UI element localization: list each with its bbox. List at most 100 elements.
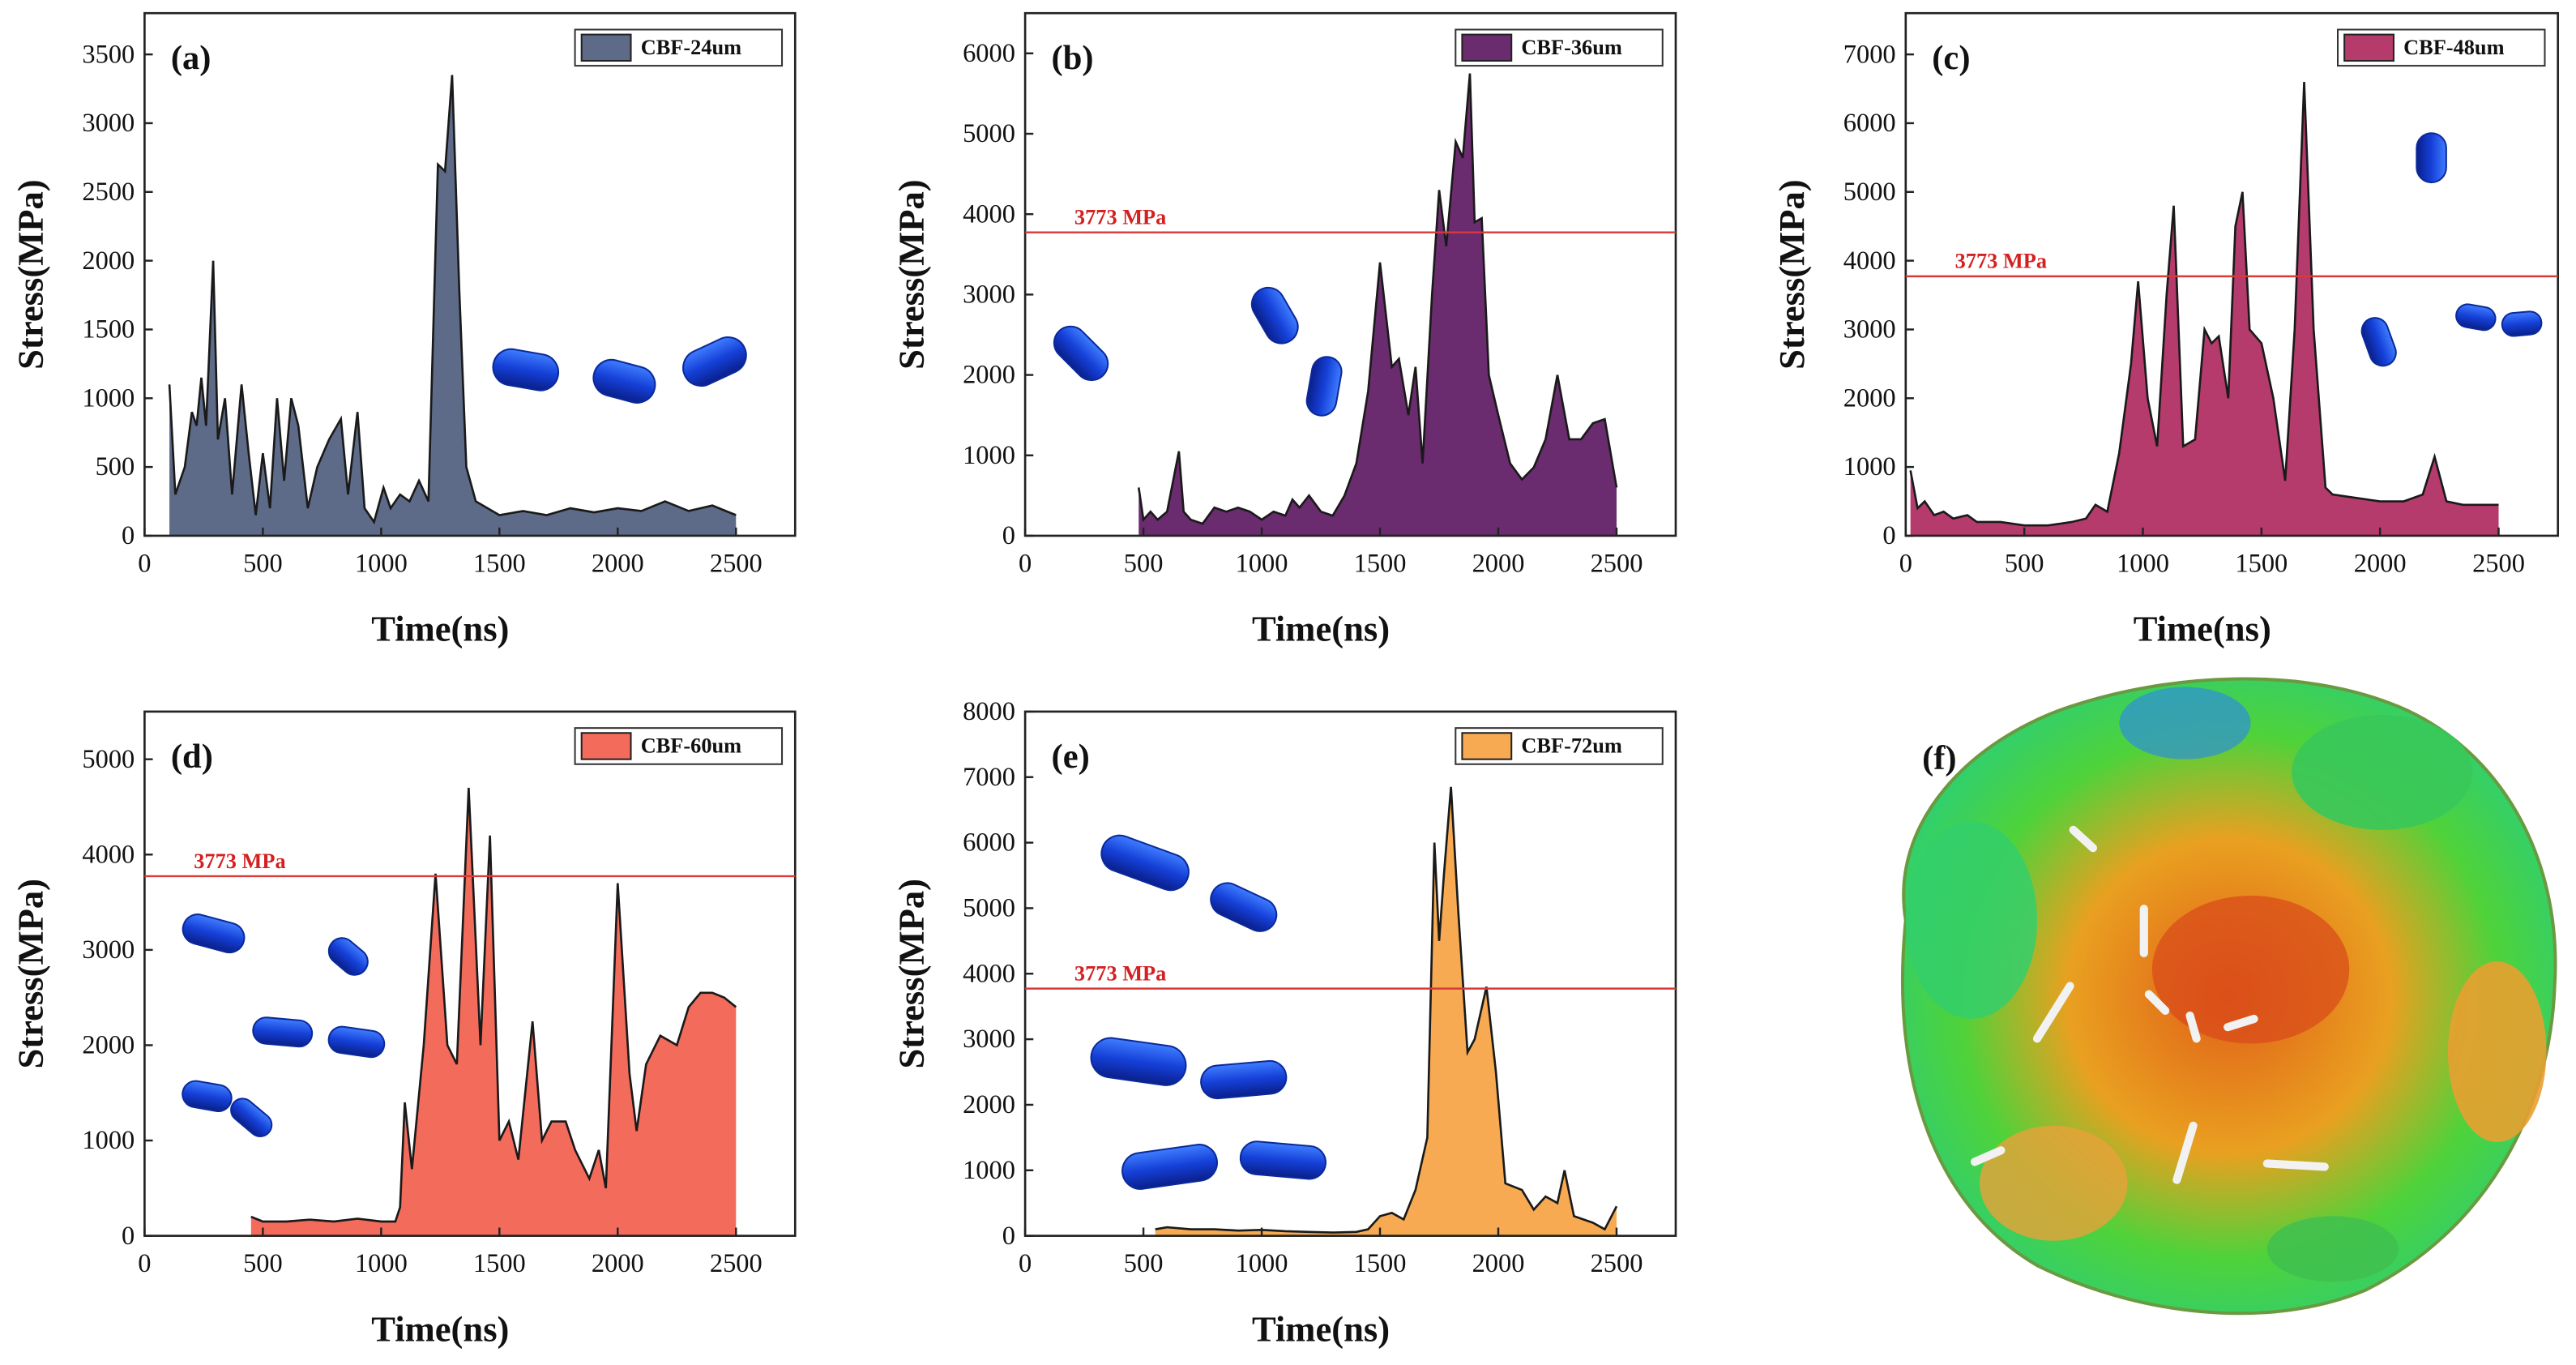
y-axis-label: Stress(MPa) bbox=[1771, 179, 1812, 369]
panel-label: (b) bbox=[1052, 39, 1094, 77]
x-tick-label: 500 bbox=[2005, 550, 2044, 579]
x-tick-label: 2000 bbox=[2354, 550, 2407, 579]
legend-swatch bbox=[1461, 33, 1513, 62]
x-tick-label: 500 bbox=[243, 1249, 283, 1278]
x-tick-label: 500 bbox=[243, 550, 283, 579]
legend-swatch bbox=[2343, 33, 2394, 62]
y-axis-label: Stress(MPa) bbox=[891, 179, 931, 369]
legend-swatch bbox=[580, 33, 632, 62]
fiber bbox=[230, 1098, 273, 1137]
y-tick-label: 6000 bbox=[963, 39, 1015, 68]
y-tick-label: 2000 bbox=[82, 246, 135, 276]
x-axis-label: Time(ns) bbox=[1252, 609, 1390, 649]
fiber bbox=[592, 358, 656, 404]
fiber bbox=[182, 914, 246, 954]
x-tick-label: 0 bbox=[1019, 1249, 1032, 1278]
x-tick-label: 1500 bbox=[473, 1249, 526, 1278]
y-tick-label: 0 bbox=[122, 1222, 135, 1251]
legend-label: CBF-24um bbox=[641, 36, 741, 59]
y-tick-label: 1000 bbox=[82, 383, 135, 413]
axes-frame bbox=[1904, 11, 2560, 537]
y-tick-label: 6000 bbox=[963, 828, 1015, 858]
x-tick-label: 1000 bbox=[355, 550, 408, 579]
x-tick-label: 2000 bbox=[592, 1249, 644, 1278]
legend-label: CBF-60um bbox=[641, 734, 741, 758]
y-tick-label: 0 bbox=[122, 521, 135, 550]
y-tick-label: 5000 bbox=[963, 119, 1015, 148]
y-tick-label: 6000 bbox=[1843, 109, 1896, 138]
y-tick-label: 0 bbox=[1002, 521, 1015, 550]
x-axis-label: Time(ns) bbox=[2134, 609, 2271, 649]
y-tick-label: 0 bbox=[1002, 1222, 1015, 1251]
panel-label: (f) bbox=[1922, 739, 1957, 777]
x-tick-label: 0 bbox=[138, 550, 151, 579]
y-tick-label: 2000 bbox=[963, 1090, 1015, 1119]
y-tick-label: 8000 bbox=[963, 697, 1015, 726]
x-tick-label: 1000 bbox=[1236, 550, 1288, 579]
y-tick-label: 7000 bbox=[963, 763, 1015, 792]
fiber bbox=[327, 1025, 386, 1059]
x-tick-label: 2500 bbox=[710, 1249, 763, 1278]
panel-label: (e) bbox=[1052, 738, 1090, 776]
y-tick-label: 1000 bbox=[963, 441, 1015, 470]
threshold-label: 3773 MPa bbox=[194, 849, 285, 873]
line bbox=[168, 75, 737, 525]
y-tick-label: 5000 bbox=[963, 894, 1015, 923]
axes-frame bbox=[1023, 11, 1677, 537]
x-tick-label: 1500 bbox=[1354, 550, 1407, 579]
x-axis-label: Time(ns) bbox=[1252, 1308, 1390, 1349]
legend-swatch bbox=[580, 732, 632, 760]
fiber bbox=[1210, 882, 1278, 932]
line bbox=[1137, 73, 1618, 525]
fiber-insets bbox=[182, 132, 2543, 1190]
x-tick-label: 1000 bbox=[2117, 550, 2169, 579]
y-tick-label: 3000 bbox=[963, 280, 1015, 310]
x-tick-label: 2000 bbox=[1472, 1249, 1525, 1278]
line bbox=[250, 787, 737, 1223]
fiber bbox=[1239, 1140, 1327, 1180]
y-tick-label: 500 bbox=[96, 452, 135, 481]
fiber bbox=[1200, 1059, 1288, 1100]
y-tick-label: 2000 bbox=[1843, 383, 1896, 413]
threshold-label: 3773 MPa bbox=[1074, 206, 1166, 229]
y-tick-label: 3000 bbox=[1843, 315, 1896, 344]
y-tick-label: 2500 bbox=[82, 178, 135, 207]
x-tick-label: 2500 bbox=[710, 550, 763, 579]
y-tick-label: 3000 bbox=[82, 935, 135, 965]
x-tick-label: 2500 bbox=[1591, 1249, 1643, 1278]
fiber bbox=[492, 348, 560, 392]
area bbox=[169, 75, 737, 536]
fiber bbox=[1053, 325, 1109, 382]
area bbox=[1155, 786, 1617, 1236]
y-tick-label: 4000 bbox=[1843, 246, 1896, 276]
fiber bbox=[2501, 310, 2543, 337]
y-tick-label: 5000 bbox=[1843, 178, 1896, 207]
fiber bbox=[182, 1080, 233, 1113]
fiber bbox=[252, 1016, 314, 1048]
y-tick-label: 2000 bbox=[82, 1031, 135, 1060]
y-tick-label: 1000 bbox=[963, 1156, 1015, 1185]
y-tick-label: 1000 bbox=[1843, 452, 1896, 481]
x-tick-label: 2000 bbox=[1472, 550, 1525, 579]
y-tick-label: 3000 bbox=[82, 109, 135, 138]
axes-frame bbox=[143, 710, 797, 1237]
fiber bbox=[1305, 356, 1343, 417]
x-tick-label: 0 bbox=[1899, 550, 1912, 579]
fiber bbox=[1090, 1037, 1187, 1086]
y-tick-label: 4000 bbox=[963, 199, 1015, 229]
x-tick-label: 1500 bbox=[473, 550, 526, 579]
fiber bbox=[327, 937, 369, 976]
axes-frame bbox=[143, 11, 797, 537]
fiber bbox=[2455, 303, 2497, 332]
y-tick-label: 1500 bbox=[82, 315, 135, 344]
fiber bbox=[2416, 132, 2447, 184]
y-axis-label: Stress(MPa) bbox=[891, 879, 931, 1068]
y-tick-label: 3500 bbox=[82, 40, 135, 69]
panel-label: (c) bbox=[1932, 39, 1970, 77]
legend-label: CBF-36um bbox=[1521, 36, 1621, 59]
x-tick-label: 1500 bbox=[2235, 550, 2288, 579]
y-tick-label: 4000 bbox=[82, 840, 135, 869]
y-tick-label: 0 bbox=[1882, 521, 1895, 550]
